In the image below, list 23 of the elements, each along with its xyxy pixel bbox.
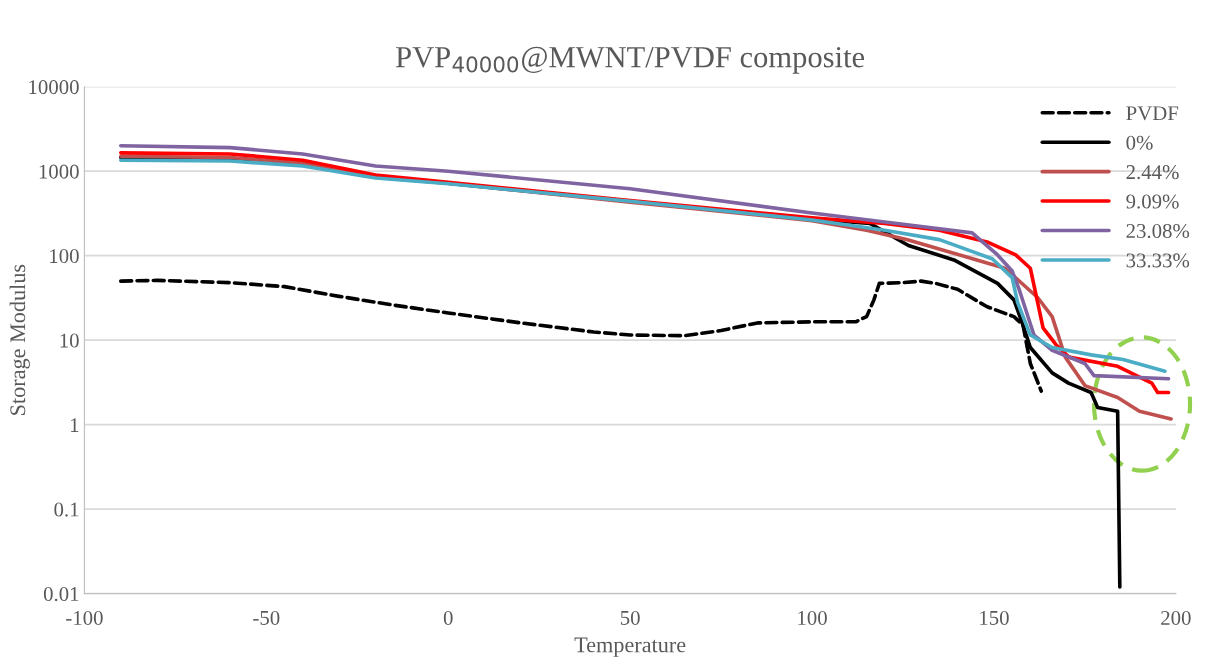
x-tick-label: 50 [620,610,640,625]
legend-label: 0% [1126,135,1153,150]
x-tick-label: -50 [253,610,280,625]
y-tick-label: 10000 [29,80,79,95]
y-axis-title: Storage Modulus [9,264,30,415]
legend-label: PVDF [1126,106,1179,121]
x-tick-label: 0 [443,610,453,625]
legend-label: 2.44% [1126,165,1179,180]
legend-label: 33.33% [1126,253,1190,268]
y-tick-label: 1 [70,418,79,432]
y-tick-label: 0.01 [43,587,79,602]
x-tick-label: 100 [798,610,827,625]
x-tick-label: -100 [66,610,103,625]
y-tick-label: 0.1 [54,502,79,517]
chart-title: PVP$_{40000}$@MWNT/PVDF composite [396,46,865,74]
legend-label: 23.08% [1126,223,1190,239]
y-tick-label: 10 [60,333,79,348]
legend-label: 9.09% [1126,194,1179,209]
y-tick-label: 1000 [39,164,79,179]
x-tick-label: 150 [980,610,1009,625]
y-tick-label: 100 [50,249,79,264]
x-axis-title: Temperature [574,637,686,657]
x-tick-label: 200 [1161,610,1191,625]
